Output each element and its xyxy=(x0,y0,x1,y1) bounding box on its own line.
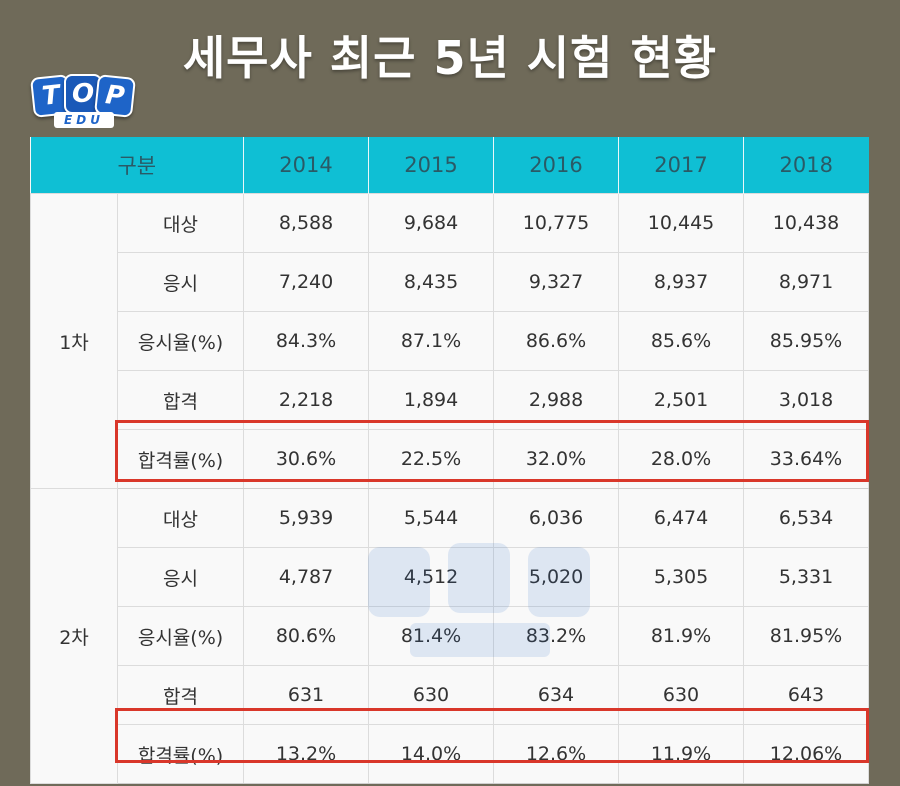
table-cell: 630 xyxy=(618,665,745,725)
table-cell: 8,937 xyxy=(618,252,745,312)
group-label: 1차 xyxy=(30,193,118,489)
table-cell: 85.95% xyxy=(743,311,870,371)
table-cell: 12.06% xyxy=(743,724,870,784)
table-cell: 30.6% xyxy=(243,429,370,489)
table-row: 1차 대상 8,588 9,684 10,775 10,445 10,438 xyxy=(30,193,870,489)
table-cell: 5,305 xyxy=(618,547,745,607)
table-cell: 8,971 xyxy=(743,252,870,312)
table-cell: 8,435 xyxy=(368,252,495,312)
row-label: 응시율(%) xyxy=(116,606,245,666)
table-row: 합격 631 630 634 630 643 xyxy=(31,665,870,725)
table-cell: 86.6% xyxy=(493,311,620,371)
table-cell: 9,327 xyxy=(493,252,620,312)
row-label: 합격 xyxy=(116,370,245,430)
row-label: 응시율(%) xyxy=(116,311,245,371)
table-cell: 5,020 xyxy=(493,547,620,607)
table-row: 응시율(%) 84.3% 87.1% 86.6% 85.6% 85.95% xyxy=(31,311,870,371)
header-year-2015: 2015 xyxy=(368,137,495,194)
table-header-row: 구분 2014 2015 2016 2017 2018 xyxy=(30,137,869,194)
header-year-2014: 2014 xyxy=(243,137,370,194)
table-cell: 83.2% xyxy=(493,606,620,666)
table-row: 응시 7,240 8,435 9,327 8,937 8,971 xyxy=(31,252,870,312)
top-edu-logo: T O P EDU xyxy=(30,72,136,130)
table-cell: 33.64% xyxy=(743,429,870,489)
table-cell: 630 xyxy=(368,665,495,725)
table-row: 합격률(%) 13.2% 14.0% 12.6% 11.9% 12.06% xyxy=(31,724,870,784)
table-row: 합격률(%) 30.6% 22.5% 32.0% 28.0% 33.64% xyxy=(31,429,870,489)
table-cell: 11.9% xyxy=(618,724,745,784)
table-cell: 4,512 xyxy=(368,547,495,607)
table-row: 응시 4,787 4,512 5,020 5,305 5,331 xyxy=(31,547,870,607)
table-cell: 8,588 xyxy=(243,193,370,253)
logo-sub: EDU xyxy=(54,112,114,128)
table-cell: 7,240 xyxy=(243,252,370,312)
table-cell: 5,939 xyxy=(243,488,370,548)
table-cell: 85.6% xyxy=(618,311,745,371)
header-category: 구분 xyxy=(30,137,245,194)
table-cell: 10,775 xyxy=(493,193,620,253)
table-cell: 5,544 xyxy=(368,488,495,548)
table-cell: 81.4% xyxy=(368,606,495,666)
table-cell: 2,988 xyxy=(493,370,620,430)
table-cell: 631 xyxy=(243,665,370,725)
table-row: 응시율(%) 80.6% 81.4% 83.2% 81.9% 81.95% xyxy=(31,606,870,666)
header-year-2018: 2018 xyxy=(743,137,869,194)
table-cell: 2,501 xyxy=(618,370,745,430)
table-cell: 9,684 xyxy=(368,193,495,253)
row-label: 합격률(%) xyxy=(116,724,245,784)
header-year-2017: 2017 xyxy=(618,137,745,194)
table-cell: 1,894 xyxy=(368,370,495,430)
table-cell: 28.0% xyxy=(618,429,745,489)
table-cell: 84.3% xyxy=(243,311,370,371)
table-cell: 13.2% xyxy=(243,724,370,784)
table-cell: 2,218 xyxy=(243,370,370,430)
row-label: 응시 xyxy=(116,252,245,312)
table-cell: 32.0% xyxy=(493,429,620,489)
table-cell: 81.9% xyxy=(618,606,745,666)
table-cell: 80.6% xyxy=(243,606,370,666)
logo-letters: T O P xyxy=(30,72,136,118)
table-cell: 6,474 xyxy=(618,488,745,548)
table-row: 합격 2,218 1,894 2,988 2,501 3,018 xyxy=(31,370,870,430)
group-label: 2차 xyxy=(30,488,118,784)
table-cell: 4,787 xyxy=(243,547,370,607)
table-body: 1차 대상 8,588 9,684 10,775 10,445 10,438 응시 7,240 8… xyxy=(30,193,870,784)
table-cell: 5,331 xyxy=(743,547,870,607)
row-label: 대상 xyxy=(116,193,245,253)
table-cell: 3,018 xyxy=(743,370,870,430)
table-cell: 87.1% xyxy=(368,311,495,371)
table-cell: 22.5% xyxy=(368,429,495,489)
exam-stats-table-wrap: 구분 2014 2015 2016 2017 2018 1차 대상 8,588 9,6… xyxy=(30,137,870,784)
table-cell: 634 xyxy=(493,665,620,725)
row-label: 응시 xyxy=(116,547,245,607)
table-cell: 10,445 xyxy=(618,193,745,253)
row-label: 합격 xyxy=(116,665,245,725)
table-cell: 643 xyxy=(743,665,870,725)
page-title: 세무사 최근 5년 시험 현황 xyxy=(182,31,718,85)
table-cell: 6,036 xyxy=(493,488,620,548)
table-cell: 6,534 xyxy=(743,488,870,548)
header-year-2016: 2016 xyxy=(493,137,620,194)
table-cell: 10,438 xyxy=(743,193,870,253)
table-row: 2차 대상 5,939 5,544 6,036 6,474 6,534 xyxy=(30,488,870,784)
row-label: 대상 xyxy=(116,488,245,548)
exam-stats-table: 구분 2014 2015 2016 2017 2018 1차 대상 8,588 9,6… xyxy=(30,137,870,784)
table-cell: 81.95% xyxy=(743,606,870,666)
row-label: 합격률(%) xyxy=(116,429,245,489)
table-cell: 14.0% xyxy=(368,724,495,784)
table-cell: 12.6% xyxy=(493,724,620,784)
